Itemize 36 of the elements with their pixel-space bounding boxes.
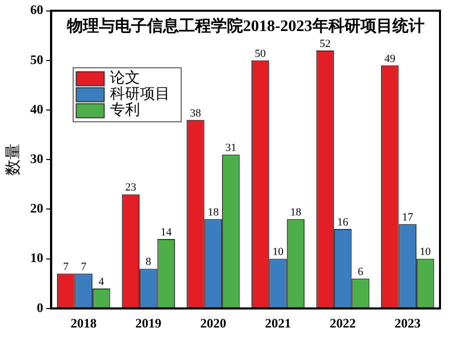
y-tick-label: 40 [30,101,44,116]
data-label: 10 [420,246,432,258]
data-label: 49 [384,52,396,65]
data-label: 8 [146,256,152,268]
x-tick-label: 2019 [135,316,162,331]
y-tick-label: 50 [30,52,44,67]
data-label: 14 [160,226,172,238]
y-tick-label: 60 [30,2,44,18]
data-label: 6 [358,266,364,278]
legend-label: 论文 [110,70,140,87]
data-label: 16 [337,216,349,228]
legend-label: 科研项目 [110,86,170,103]
data-label: 18 [290,206,302,219]
y-tick-label: 0 [36,300,44,315]
data-label: 52 [320,38,331,50]
data-label: 31 [225,142,236,154]
x-tick-label: 2021 [265,316,291,331]
y-tick-label: 30 [30,150,44,166]
x-tick-label: 2022 [330,316,356,331]
x-tick-label: 2023 [394,316,422,331]
y-tick-label: 20 [30,200,44,216]
data-label: 7 [80,261,87,274]
x-tick-label: 2018 [70,316,98,331]
x-tick-label: 2020 [200,316,226,331]
data-label: 7 [63,261,70,274]
legend-label: 专利 [110,102,140,119]
data-label: 38 [190,107,202,120]
data-label: 18 [208,206,220,219]
data-label: 10 [272,246,284,258]
y-tick-label: 10 [30,250,44,266]
data-label: 23 [125,182,137,194]
chart-title: 物理与电子信息工程学院2018-2023年科研项目统计 [66,16,424,35]
data-label: 17 [402,211,414,224]
data-label: 4 [98,276,105,288]
data-label: 50 [254,48,266,60]
y-axis-title: 数量 [4,144,22,176]
